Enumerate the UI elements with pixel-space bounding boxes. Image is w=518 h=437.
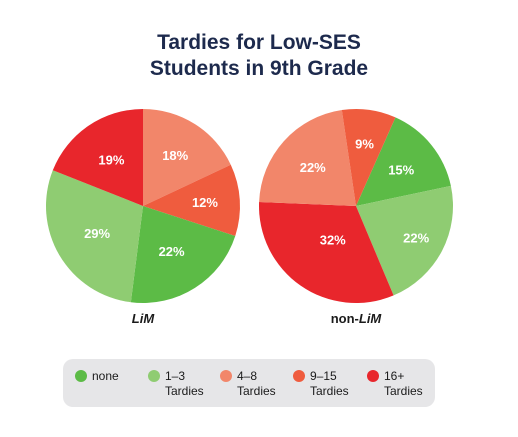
pie-1-slice-5: [52, 109, 144, 206]
legend-label: 4–8 Tardies: [237, 369, 276, 398]
legend-label: 9–15 Tardies: [310, 369, 349, 398]
legend-label: none: [92, 369, 119, 383]
pie-1-slice-5-label: 19%: [98, 152, 124, 167]
pie-2-slice-1: [356, 117, 451, 206]
pie-2-slice-2: [356, 185, 453, 296]
chart-title-line-1: Tardies for Low-SES: [157, 31, 361, 54]
pie-1-caption: LiM: [132, 311, 156, 326]
pie-2-slice-2-label: 22%: [403, 230, 429, 245]
pie-2-slice-5-label: 9%: [355, 137, 374, 152]
pie-1-slice-3: [130, 206, 236, 304]
pie-2-slice-4: [259, 110, 356, 206]
pie-2-slice-1-label: 15%: [388, 162, 414, 177]
pie-1-slice-4: [45, 170, 143, 303]
legend-swatch: [220, 370, 232, 382]
pie-2-slice-3: [259, 201, 394, 303]
pie-2-caption: non-LiM: [331, 311, 383, 326]
pie-1-slice-2: [143, 164, 240, 236]
legend: none 1–3 Tardies 4–8 Tardies 9–15 Tardies 16+ Ta…: [63, 359, 435, 407]
chart-title: Tardies for Low-SES Students in 9th Grad…: [0, 30, 518, 82]
legend-swatch: [293, 370, 305, 382]
pie-1: 18% 12% 22% 29% 19%: [45, 109, 240, 304]
legend-swatch: [75, 370, 87, 382]
legend-label: 1–3 Tardies: [165, 369, 204, 398]
pie-1-slice-1-label: 18%: [162, 148, 188, 163]
pie-2-slice-4-label: 22%: [300, 160, 326, 175]
pie-2-slice-5: [341, 109, 396, 206]
legend-swatch: [367, 370, 379, 382]
pie-1-slice-4-label: 29%: [84, 226, 110, 241]
pie-1-slice-3-label: 22%: [159, 244, 185, 259]
pie-2: 15% 22% 32% 22% 9%: [259, 109, 453, 303]
legend-swatch: [148, 370, 160, 382]
pie-2-slice-3-label: 32%: [320, 232, 346, 247]
pie-1-slice-2-label: 12%: [192, 195, 218, 210]
chart-title-line-2: Students in 9th Grade: [149, 57, 369, 80]
pie-1-slice-1: [143, 109, 231, 206]
legend-label: 16+ Tardies: [384, 369, 423, 398]
